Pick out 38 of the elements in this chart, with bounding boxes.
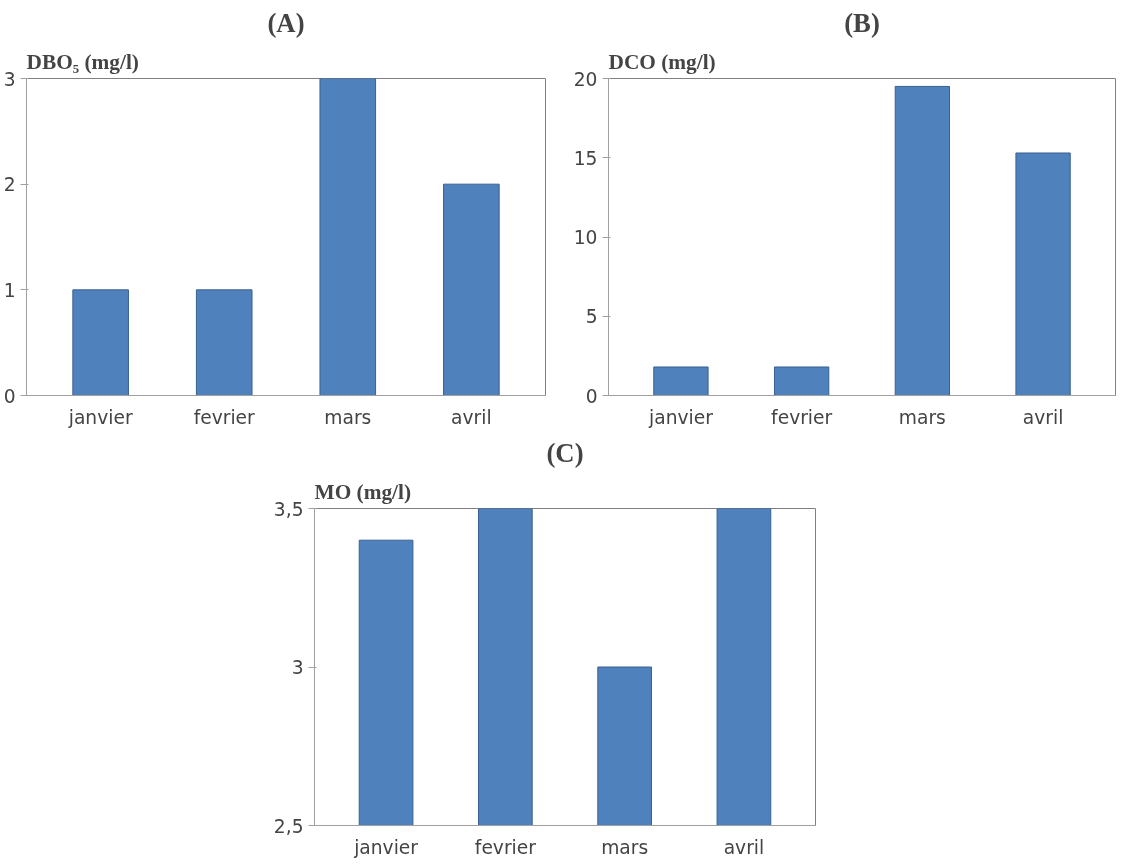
bar [195,289,253,396]
x-tick-label: avril [723,836,765,858]
bar [773,366,830,396]
y-tick-label: 0 [3,385,16,407]
y-tick-label: 3,5 [273,498,304,520]
bar [894,85,951,396]
y-tick-label: 2,5 [273,815,304,837]
x-tick-label: fevrier [771,406,833,428]
x-tick-label: janvier [353,836,419,858]
x-tick-label: avril [451,406,492,428]
x-tick-label: janvier [648,406,714,428]
y-axis-title: DBO₅ (mg/l) [26,49,139,74]
y-tick-label: 0 [585,385,598,407]
x-tick-label: avril [1022,406,1064,428]
y-tick-label: 1 [3,279,16,301]
x-tick-label: mars [324,406,372,428]
y-tick-label: 3 [291,657,304,678]
bar [443,183,500,396]
chart-title: (C) [546,437,584,468]
bar [653,366,709,396]
y-tick-label: 20 [573,68,598,90]
y-axis-title: MO (mg/l) [314,479,412,504]
bar [72,289,129,396]
x-tick-label: fevrier [193,406,256,428]
y-axis-title: DCO (mg/l) [608,49,716,74]
bar [1015,152,1071,396]
y-tick-label: 10 [573,227,598,248]
y-tick-label: 15 [573,147,598,169]
x-tick-label: mars [898,406,946,428]
bar [319,78,377,396]
y-tick-label: 3 [3,68,16,90]
y-tick-label: 5 [585,306,598,328]
x-tick-label: janvier [67,406,133,428]
x-tick-label: fevrier [474,836,537,858]
chart-title: (A) [267,7,305,38]
x-tick-label: mars [601,836,649,858]
chart-title: (B) [844,7,880,38]
y-tick-label: 2 [3,174,16,196]
